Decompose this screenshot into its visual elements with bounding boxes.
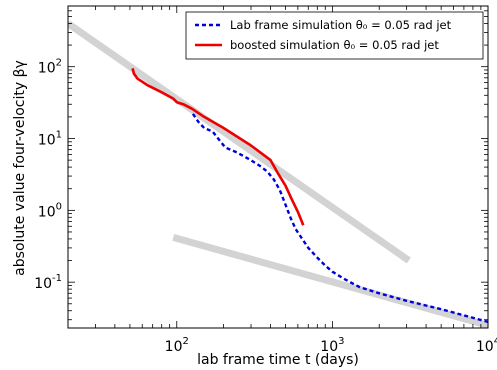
legend-label-lab-frame: Lab frame simulation θ₀ = 0.05 rad jet	[230, 18, 452, 32]
x-tick-label: 102	[165, 336, 189, 355]
reference-line-2	[172, 234, 488, 328]
y-axis-title: absolute value four-velocity βγ	[12, 60, 28, 276]
plot-frame	[67, 5, 489, 329]
plot-area	[68, 20, 488, 328]
legend-box	[185, 11, 484, 60]
series-line-lab-frame	[191, 113, 488, 324]
x-tick-label: 104	[476, 336, 497, 355]
reference-line-1	[68, 20, 411, 264]
x-axis-title: lab frame time t (days)	[197, 352, 359, 368]
y-tick-label: 101	[38, 130, 62, 149]
x-tick-label: 103	[320, 336, 344, 355]
axis-ticks: 102 103 104 10-1 100 101 102	[34, 5, 497, 355]
legend-label-boosted: boosted simulation θ₀ = 0.05 rad jet	[230, 38, 439, 52]
y-tick-label: 10-1	[34, 273, 62, 292]
data-series	[131, 67, 488, 324]
y-tick-label: 102	[38, 58, 62, 77]
reference-lines	[68, 20, 488, 328]
legend: Lab frame simulation θ₀ = 0.05 rad jet b…	[185, 11, 484, 60]
y-tick-label: 100	[38, 201, 62, 220]
series-line-boosted	[131, 67, 305, 226]
